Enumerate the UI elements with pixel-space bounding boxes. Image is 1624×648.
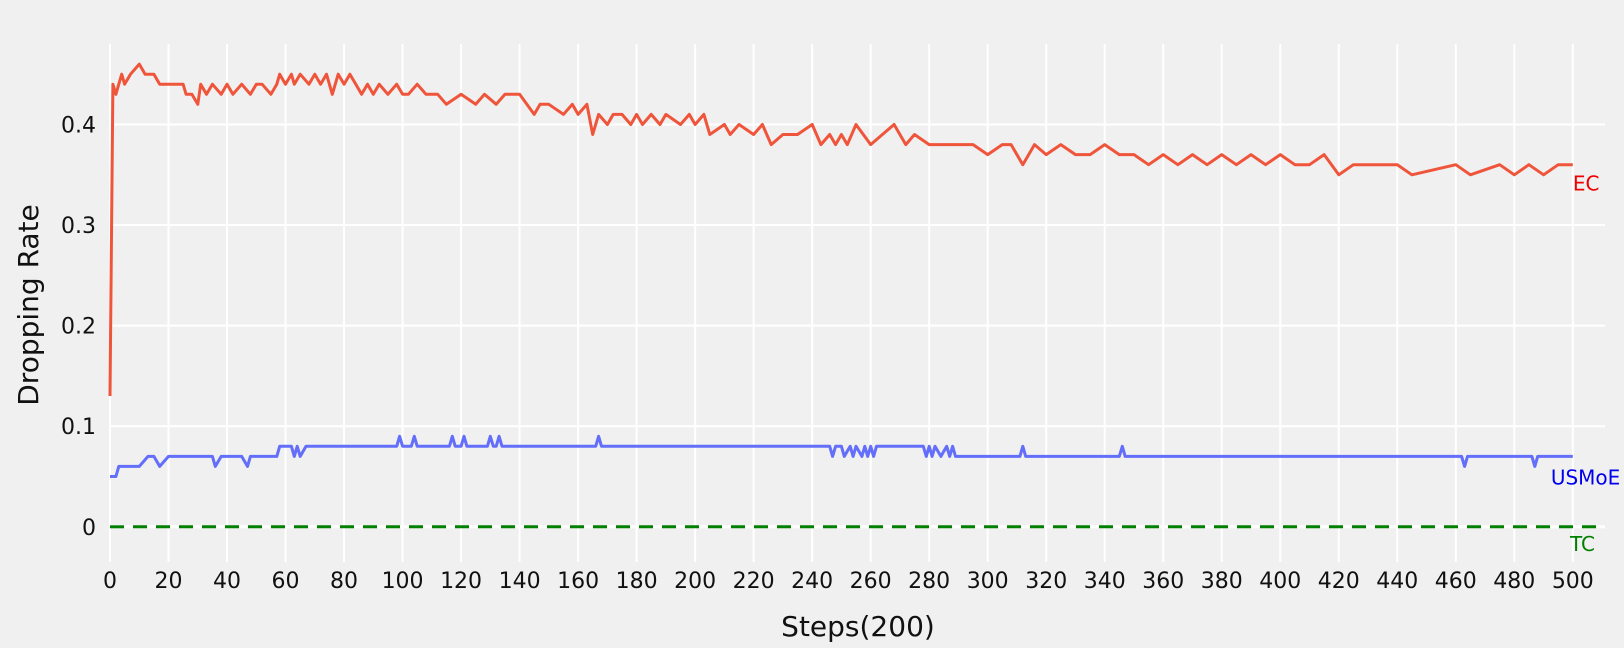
y-axis-title: Dropping Rate — [12, 204, 45, 406]
x-tick-label: 360 — [1142, 569, 1184, 594]
x-tick-label: 0 — [103, 569, 117, 594]
y-tick-label: 0.4 — [61, 113, 96, 138]
x-tick-label: 280 — [908, 569, 950, 594]
x-tick-label: 40 — [213, 569, 241, 594]
series-label-tc: TC — [1569, 532, 1595, 556]
y-tick-label: 0.3 — [61, 214, 96, 239]
y-tick-label: 0.2 — [61, 315, 96, 340]
x-tick-label: 320 — [1025, 569, 1067, 594]
series-label-usmoe: USMoE — [1551, 465, 1620, 489]
x-tick-label: 220 — [733, 569, 775, 594]
x-tick-label: 340 — [1084, 569, 1126, 594]
x-tick-label: 60 — [272, 569, 300, 594]
y-tick-label: 0 — [82, 516, 96, 541]
series-line-usmoe — [110, 434, 1573, 478]
x-tick-label: 80 — [330, 569, 358, 594]
x-tick-label: 120 — [440, 569, 482, 594]
tick-labels: 0 20 40 60 80 100 120 140 160 180 200 220 240 260 280 3… — [61, 113, 1594, 594]
x-tick-label: 180 — [616, 569, 658, 594]
series-line-ec — [108, 62, 1573, 397]
x-tick-label: 380 — [1201, 569, 1243, 594]
x-tick-label: 260 — [850, 569, 892, 594]
x-tick-label: 240 — [791, 569, 833, 594]
x-tick-label: 200 — [674, 569, 716, 594]
series-label-ec: EC — [1573, 172, 1600, 196]
x-tick-label: 460 — [1435, 569, 1477, 594]
x-axis-title: Steps(200) — [781, 610, 935, 643]
x-tick-label: 140 — [499, 569, 541, 594]
x-tick-label: 300 — [967, 569, 1009, 594]
x-tick-label: 100 — [382, 569, 424, 594]
series-labels: EC USMoE TC — [1551, 172, 1620, 556]
x-tick-label: 500 — [1552, 569, 1594, 594]
x-tick-label: 440 — [1376, 569, 1418, 594]
x-tick-label: 400 — [1259, 569, 1301, 594]
x-tick-label: 420 — [1318, 569, 1360, 594]
x-tick-label: 480 — [1493, 569, 1535, 594]
x-tick-label: 20 — [155, 569, 183, 594]
y-tick-label: 0.1 — [61, 415, 96, 440]
x-tick-label: 160 — [557, 569, 599, 594]
series-layer — [108, 62, 1605, 529]
